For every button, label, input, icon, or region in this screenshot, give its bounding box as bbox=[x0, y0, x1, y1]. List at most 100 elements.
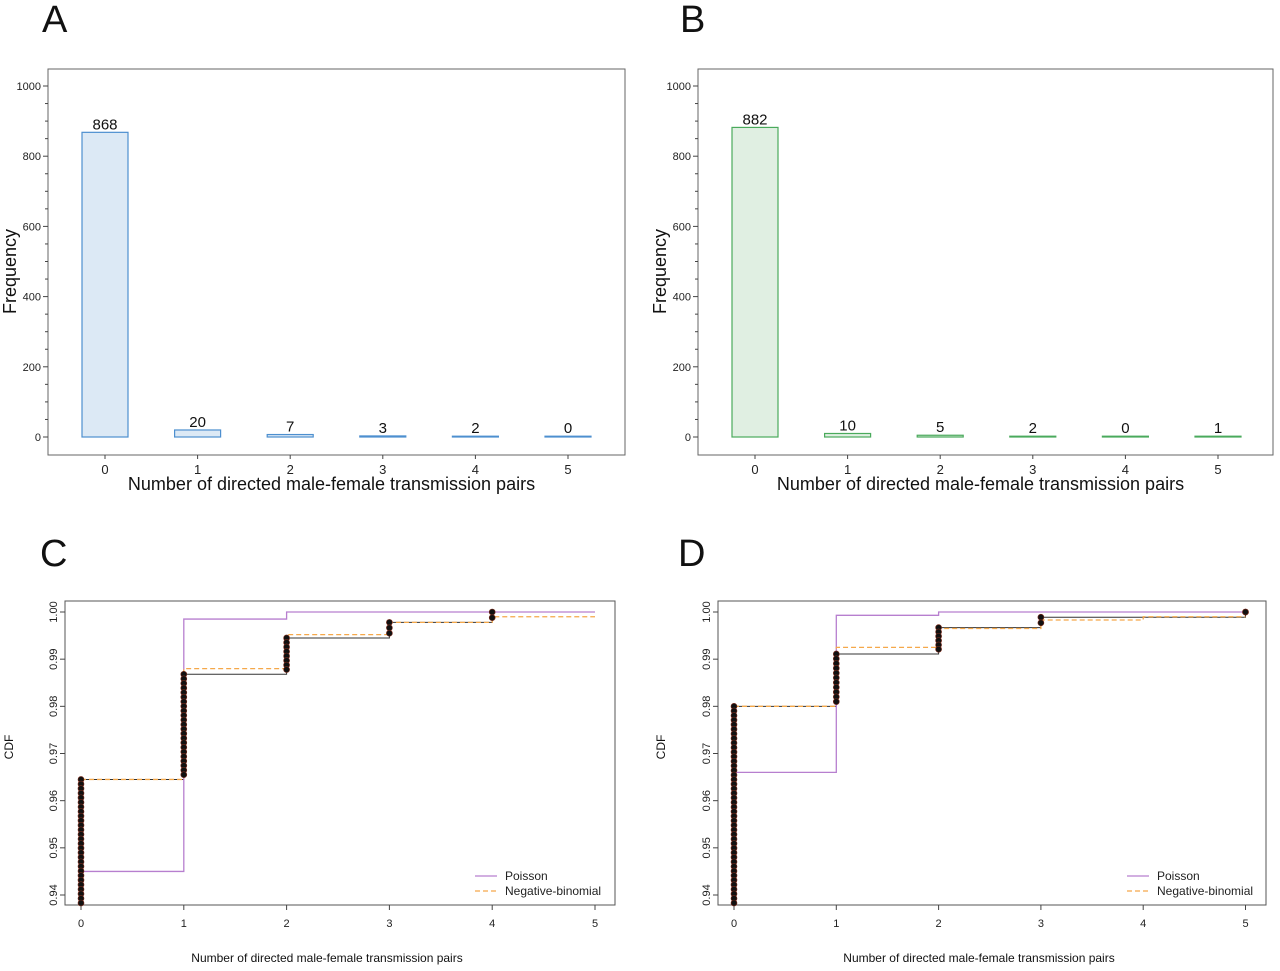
x-tick-label: 5 bbox=[564, 462, 571, 477]
x-tick-label: 1 bbox=[833, 918, 839, 930]
bar-data-label: 0 bbox=[564, 420, 572, 437]
y-tick-label: 1000 bbox=[667, 81, 691, 93]
empirical-point bbox=[386, 629, 393, 637]
bar-data-label: 10 bbox=[839, 417, 856, 434]
empirical-point bbox=[77, 899, 85, 907]
bar-2 bbox=[266, 433, 314, 438]
bar-data-label: 2 bbox=[1029, 420, 1037, 437]
y-tick-label: 0.95 bbox=[701, 837, 713, 858]
x-axis-title: Number of directed male-female transmiss… bbox=[843, 951, 1114, 965]
empirical-point bbox=[935, 645, 942, 653]
bar-3 bbox=[359, 435, 407, 438]
x-tick-label: 0 bbox=[751, 462, 758, 477]
panel-b: B 0 200 400 600 800 1000 882 0 10 1 5 2 2 3 0 4 1 5 Number … bbox=[650, 0, 1274, 494]
y-tick-label: 800 bbox=[673, 151, 691, 163]
plot-frame bbox=[64, 600, 616, 906]
x-tick-label: 4 bbox=[1140, 918, 1146, 930]
y-tick-label: 0.94 bbox=[48, 884, 60, 905]
negative-binomial-cdf-line bbox=[734, 616, 1246, 707]
x-tick-label: 1 bbox=[181, 918, 187, 930]
empirical-point bbox=[488, 614, 496, 621]
x-tick-label: 1 bbox=[844, 462, 851, 477]
y-tick-label: 0 bbox=[685, 432, 691, 444]
empirical-point bbox=[1242, 608, 1249, 616]
y-axis-title: Frequency bbox=[0, 229, 20, 314]
bar-data-label: 2 bbox=[471, 420, 479, 437]
empirical-point bbox=[386, 624, 393, 632]
x-tick-label: 5 bbox=[1214, 462, 1221, 477]
y-tick-label: 0.98 bbox=[48, 696, 60, 717]
bar-data-label: 1 bbox=[1214, 420, 1222, 437]
bar-3 bbox=[1009, 435, 1057, 438]
y-tick-label: 200 bbox=[23, 362, 41, 374]
plot-frame bbox=[697, 68, 1274, 456]
y-tick-label: 0 bbox=[35, 432, 41, 444]
panel-letter: A bbox=[42, 0, 68, 41]
legend-label: Poisson bbox=[505, 869, 548, 883]
x-tick-label: 5 bbox=[592, 918, 598, 930]
legend-label: Negative-binomial bbox=[1157, 884, 1253, 898]
panel-letter: D bbox=[678, 533, 705, 575]
x-axis-title: Number of directed male-female transmiss… bbox=[128, 474, 535, 494]
x-tick-label: 2 bbox=[937, 462, 944, 477]
bar-data-label: 3 bbox=[379, 420, 387, 437]
empirical-point bbox=[488, 608, 496, 616]
y-axis-title: Frequency bbox=[650, 229, 670, 314]
x-tick-label: 3 bbox=[1038, 918, 1044, 930]
x-tick-label: 0 bbox=[101, 462, 108, 477]
bar-0 bbox=[731, 126, 779, 438]
x-tick-label: 3 bbox=[1029, 462, 1036, 477]
x-tick-label: 3 bbox=[386, 918, 392, 930]
empirical-point bbox=[832, 698, 840, 705]
bar-data-label: 7 bbox=[286, 419, 294, 436]
empirical-cdf-line bbox=[734, 612, 1246, 707]
y-tick-label: 0.99 bbox=[48, 648, 60, 669]
y-tick-label: 0.95 bbox=[48, 837, 60, 858]
y-tick-label: 0.98 bbox=[701, 696, 713, 717]
x-tick-label: 3 bbox=[379, 462, 386, 477]
bar-5 bbox=[1194, 435, 1242, 438]
bar-data-label: 20 bbox=[189, 414, 206, 431]
y-tick-label: 200 bbox=[673, 362, 691, 374]
empirical-point bbox=[180, 771, 188, 779]
bar-1 bbox=[823, 432, 872, 438]
y-tick-label: 1.00 bbox=[701, 601, 713, 622]
bar-4 bbox=[1101, 435, 1150, 438]
empirical-point bbox=[283, 666, 290, 673]
panel-letter: B bbox=[680, 0, 705, 41]
x-axis-title: Number of directed male-female transmiss… bbox=[777, 474, 1184, 494]
y-axis-title: CDF bbox=[2, 735, 16, 760]
poisson-cdf-line bbox=[734, 611, 1246, 774]
x-tick-label: 2 bbox=[287, 462, 294, 477]
y-tick-label: 0.97 bbox=[701, 743, 713, 764]
y-axis-title: CDF bbox=[654, 735, 668, 760]
bar-data-label: 868 bbox=[92, 116, 117, 133]
y-tick-label: 400 bbox=[673, 292, 691, 304]
empirical-point bbox=[1037, 613, 1045, 621]
panel-d: D 0.94 0.95 0.96 0.97 0.98 0.99 1.00 0 1 2 3 4 5 Numbe… bbox=[654, 533, 1267, 965]
empirical-cdf-line bbox=[81, 611, 595, 780]
bar-data-label: 0 bbox=[1121, 420, 1129, 437]
y-tick-label: 0.99 bbox=[701, 648, 713, 669]
bar-4 bbox=[451, 435, 499, 438]
y-tick-label: 0.97 bbox=[48, 743, 60, 764]
panel-a: A 0 200 400 600 800 1000 868 0 20 1 7 2 3 3 2 4 0 5 Number … bbox=[0, 0, 626, 494]
x-tick-label: 0 bbox=[78, 918, 84, 930]
y-tick-label: 0.96 bbox=[701, 790, 713, 811]
bar-1 bbox=[174, 429, 222, 438]
y-tick-label: 0.96 bbox=[48, 790, 60, 811]
bar-data-label: 5 bbox=[936, 419, 944, 436]
x-tick-label: 2 bbox=[936, 918, 942, 930]
empirical-point bbox=[1037, 619, 1045, 627]
x-tick-label: 4 bbox=[489, 918, 495, 930]
y-tick-label: 1000 bbox=[17, 81, 41, 93]
x-tick-label: 0 bbox=[731, 918, 737, 930]
plot-frame bbox=[717, 600, 1267, 906]
y-tick-label: 0.94 bbox=[701, 884, 713, 905]
poisson-cdf-line bbox=[81, 611, 595, 873]
plot-frame bbox=[47, 68, 626, 456]
y-tick-label: 400 bbox=[23, 292, 41, 304]
panel-c: C 0.94 0.95 0.96 0.97 0.98 0.99 1.00 0 1 2 3 4 5 Numbe… bbox=[2, 533, 616, 965]
y-tick-label: 600 bbox=[673, 221, 691, 233]
